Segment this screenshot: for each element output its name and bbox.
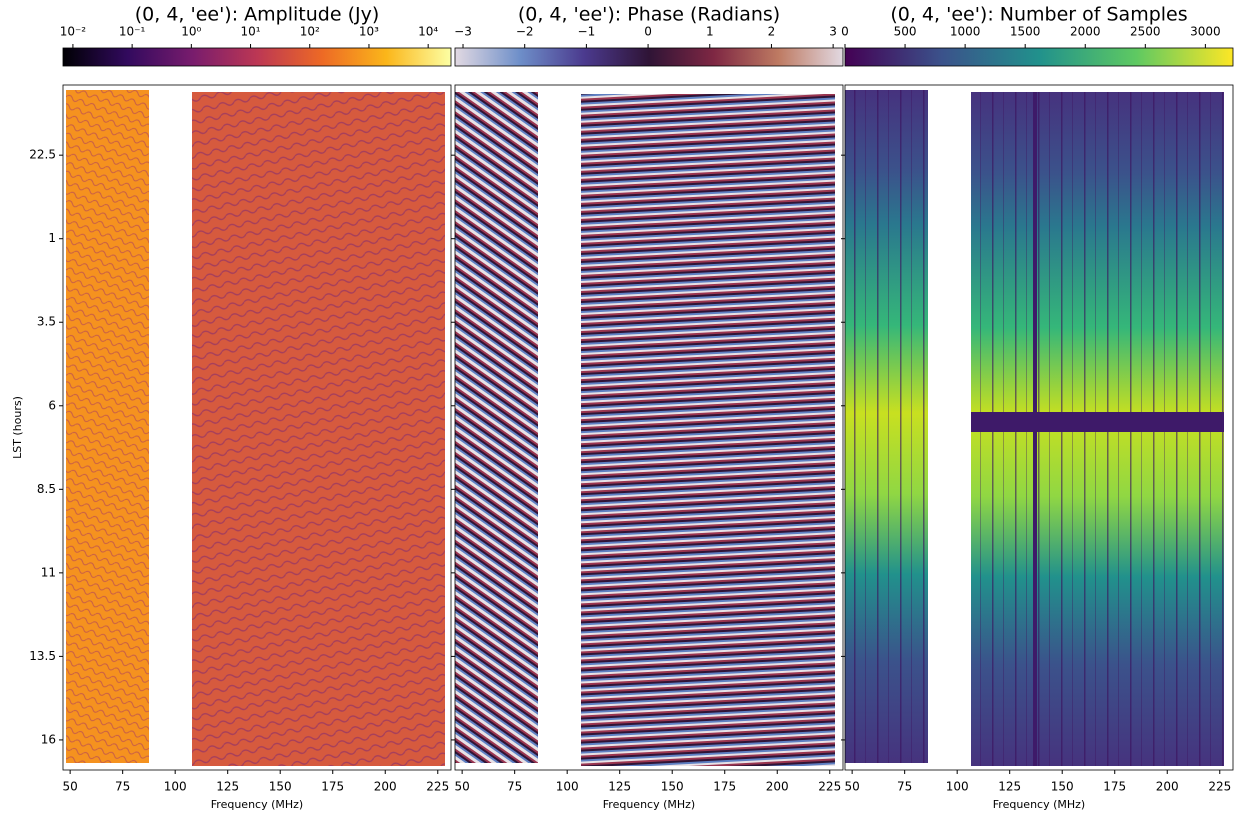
colorbar-tick-label: 1	[706, 25, 714, 39]
samples-gap-col	[1033, 92, 1037, 766]
amplitude-high-band	[192, 92, 445, 766]
x-tick-label: 200	[1156, 780, 1179, 794]
x-tick-label: 50	[845, 780, 860, 794]
x-tick-label: 50	[63, 780, 78, 794]
colorbar-tick-label: 2000	[1070, 25, 1101, 39]
colorbar-tick-label: 2500	[1130, 25, 1161, 39]
x-axis-label: Frequency (MHz)	[603, 798, 695, 811]
y-tick-label: 22.5	[29, 148, 56, 162]
y-tick-label: 3.5	[37, 315, 56, 329]
y-axis-label: LST (hours)	[11, 396, 24, 459]
heatmap-images	[66, 90, 1224, 766]
samples-gap-row	[971, 412, 1224, 432]
x-tick-label: 75	[897, 780, 912, 794]
x-tick-label: 175	[1103, 780, 1126, 794]
colorbar-tick-label: 3	[829, 25, 837, 39]
colorbar-tick-label: 10²	[300, 25, 320, 39]
x-axis-label: Frequency (MHz)	[993, 798, 1085, 811]
colorbar-tick-label: 0	[841, 25, 849, 39]
colorbar-tick-label: 10⁴	[418, 25, 438, 39]
chart-title: (0, 4, 'ee'): Amplitude (Jy)	[135, 4, 380, 26]
x-tick-label: 225	[426, 780, 449, 794]
phase-low-band	[455, 92, 538, 763]
colorbar-tick-label: 10⁻²	[60, 25, 87, 39]
x-tick-label: 200	[766, 780, 789, 794]
colorbar-tick-label: 0	[644, 25, 652, 39]
y-tick-label: 11	[41, 565, 56, 579]
y-tick-label: 16	[41, 732, 56, 746]
x-tick-label: 225	[1208, 780, 1231, 794]
colorbar-tick-label: 3000	[1190, 25, 1221, 39]
x-tick-label: 175	[321, 780, 344, 794]
x-tick-label: 125	[998, 780, 1021, 794]
chart-title: (0, 4, 'ee'): Phase (Radians)	[518, 4, 780, 26]
x-tick-label: 125	[608, 780, 631, 794]
colorbar-tick-label: 10³	[359, 25, 379, 39]
amplitude-low-band	[66, 90, 149, 763]
x-tick-label: 125	[216, 780, 239, 794]
x-tick-label: 225	[818, 780, 841, 794]
colorbar-tick-label: 2	[768, 25, 776, 39]
x-tick-label: 200	[374, 780, 397, 794]
x-axis-label: Frequency (MHz)	[211, 798, 303, 811]
colorbar-tick-label: −3	[454, 25, 472, 39]
samples-low-lines	[845, 90, 928, 763]
x-tick-label: 50	[455, 780, 470, 794]
colorbar	[845, 48, 1233, 66]
x-tick-label: 100	[556, 780, 579, 794]
figure: (0, 4, 'ee'): Amplitude (Jy) 10⁻² 10⁻¹ 10⁰ 1…	[0, 0, 1251, 815]
x-tick-label: 75	[115, 780, 130, 794]
colorbar	[63, 48, 451, 66]
x-tick-label: 75	[507, 780, 522, 794]
x-tick-label: 100	[164, 780, 187, 794]
page: {"chart_data": [ {"type": "heatmap", "ti…	[0, 0, 1251, 815]
y-tick-label: 1	[48, 231, 56, 245]
colorbar-tick-label: 10⁻¹	[119, 25, 146, 39]
colorbar-tick-label: −2	[516, 25, 534, 39]
colorbar-tick-label: −1	[578, 25, 596, 39]
x-tick-label: 150	[1051, 780, 1074, 794]
colorbar-tick-label: 10¹	[240, 25, 260, 39]
x-tick-label: 150	[269, 780, 292, 794]
colorbar-tick-label: 1500	[1010, 25, 1041, 39]
x-tick-label: 100	[946, 780, 969, 794]
x-tick-label: 150	[661, 780, 684, 794]
y-tick-label: 6	[48, 398, 56, 412]
colorbar-tick-label: 1000	[950, 25, 981, 39]
colorbar-tick-label: 500	[894, 25, 917, 39]
y-tick-label: 13.5	[29, 649, 56, 663]
phase-high-band	[581, 94, 835, 766]
x-tick-label: 175	[713, 780, 736, 794]
colorbar-tick-label: 10⁰	[181, 25, 201, 39]
y-tick-label: 8.5	[37, 482, 56, 496]
chart-title: (0, 4, 'ee'): Number of Samples	[890, 4, 1187, 26]
colorbar	[455, 48, 843, 66]
